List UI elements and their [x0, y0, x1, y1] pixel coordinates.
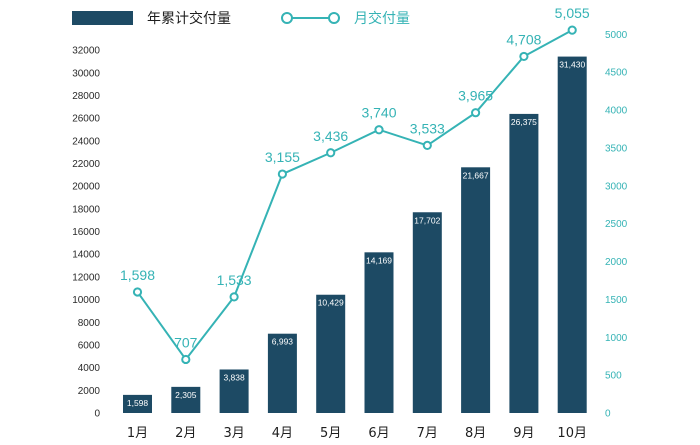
legend-bar-swatch [72, 11, 133, 25]
x-tick-label: 6月 [368, 426, 389, 441]
x-tick-label: 8月 [465, 426, 486, 441]
line-value-label: 3,740 [361, 105, 396, 121]
y-left-tick-label: 22000 [72, 159, 100, 170]
y-left-tick-label: 14000 [72, 250, 100, 261]
line-value-label: 3,533 [410, 120, 445, 136]
bar [123, 394, 152, 413]
y-right-tick-label: 5000 [605, 30, 628, 41]
line-value-label: 707 [174, 334, 198, 350]
y-left-tick-label: 24000 [72, 136, 100, 147]
x-tick-label: 1月 [127, 426, 148, 441]
y-left-tick-label: 8000 [78, 318, 101, 329]
bar [461, 167, 491, 413]
y-right-tick-label: 4500 [605, 68, 628, 79]
line-path [136, 29, 573, 362]
y-right-tick-label: 2500 [605, 219, 628, 230]
x-tick-label: 10月 [557, 426, 587, 441]
y-axis-right: 0 500 1000 1500 2000 2500 3000 3500 4000 4500 5000 [605, 30, 628, 420]
bar-series: 1,598 2,305 3,838 6,993 10,429 14,169 17,702 21… [123, 56, 587, 413]
bar-value-label: 6,993 [272, 337, 294, 347]
bar-value-label: 21,667 [463, 170, 489, 180]
bar-value-label: 3,838 [223, 372, 245, 382]
y-right-tick-label: 0 [605, 409, 611, 420]
y-left-tick-label: 16000 [72, 227, 100, 238]
line-point [132, 287, 143, 297]
y-right-tick-label: 3000 [605, 181, 628, 192]
y-right-tick-label: 1500 [605, 295, 628, 306]
y-right-tick-label: 4000 [605, 106, 628, 117]
y-left-tick-label: 2000 [78, 386, 101, 397]
bar-value-label: 1,598 [127, 398, 149, 408]
y-axis-left: 0 2000 4000 6000 8000 10000 12000 14000 16000 180… [72, 46, 100, 420]
line-value-label: 3,436 [313, 128, 348, 144]
bar-value-label: 10,429 [318, 298, 344, 308]
line-point [326, 148, 336, 158]
line-point [374, 125, 384, 135]
legend-line-label: 月交付量 [354, 10, 410, 27]
y-right-tick-label: 2000 [605, 257, 628, 268]
bar [364, 252, 394, 413]
y-left-tick-label: 30000 [72, 68, 100, 79]
legend: 年累计交付量 月交付量 [72, 10, 410, 27]
bar [509, 113, 539, 413]
y-right-tick-label: 500 [605, 371, 622, 382]
x-axis: 1月 2月 3月 4月 5月 6月 7月 8月 9月 10月 [127, 426, 587, 441]
bar-value-label: 14,169 [366, 255, 392, 265]
line-point [519, 51, 529, 62]
line-value-label: 1,533 [217, 272, 252, 288]
x-tick-label: 9月 [513, 426, 534, 441]
bar-value-label: 31,430 [559, 60, 585, 70]
y-right-tick-label: 3500 [605, 143, 628, 154]
bar [267, 333, 297, 413]
bar-value-label: 26,375 [511, 117, 537, 127]
y-left-tick-label: 18000 [72, 204, 100, 215]
bar-value-label: 17,702 [414, 215, 440, 225]
bar [557, 56, 587, 413]
y-left-tick-label: 26000 [72, 114, 100, 125]
y-left-tick-label: 6000 [78, 340, 101, 351]
x-tick-label: 5月 [320, 426, 341, 441]
x-tick-label: 2月 [175, 426, 196, 441]
line-point [181, 354, 191, 365]
line-point [471, 108, 481, 118]
bar [219, 369, 249, 413]
line-point [229, 292, 239, 302]
line-value-label: 5,055 [555, 5, 590, 21]
line-value-label: 4,708 [506, 31, 541, 47]
line-value-label: 3,155 [265, 149, 300, 165]
x-tick-label: 7月 [417, 426, 438, 441]
bar [316, 294, 346, 413]
legend-bar-label: 年累计交付量 [147, 10, 231, 27]
y-left-tick-label: 4000 [78, 363, 101, 374]
y-left-tick-label: 28000 [72, 91, 100, 102]
y-left-tick-label: 12000 [72, 272, 100, 283]
line-point [422, 140, 432, 151]
line-value-label: 1,598 [120, 267, 155, 283]
line-point [277, 169, 287, 179]
x-tick-label: 3月 [223, 426, 244, 441]
line-series: 1,598 707 1,533 3,155 3,436 3,740 3,533 3,965 4,… [120, 5, 590, 365]
line-value-label: 3,965 [458, 88, 493, 104]
y-left-tick-label: 0 [94, 409, 100, 420]
line-point [567, 25, 577, 35]
bar [171, 386, 201, 413]
bar-value-label: 2,305 [175, 390, 197, 400]
bar [412, 212, 442, 413]
legend-line-swatch [281, 12, 340, 24]
y-left-tick-label: 10000 [72, 295, 100, 306]
y-right-tick-label: 1000 [605, 333, 628, 344]
y-left-tick-label: 32000 [72, 46, 100, 57]
y-left-tick-label: 20000 [72, 182, 100, 193]
x-tick-label: 4月 [272, 426, 293, 441]
